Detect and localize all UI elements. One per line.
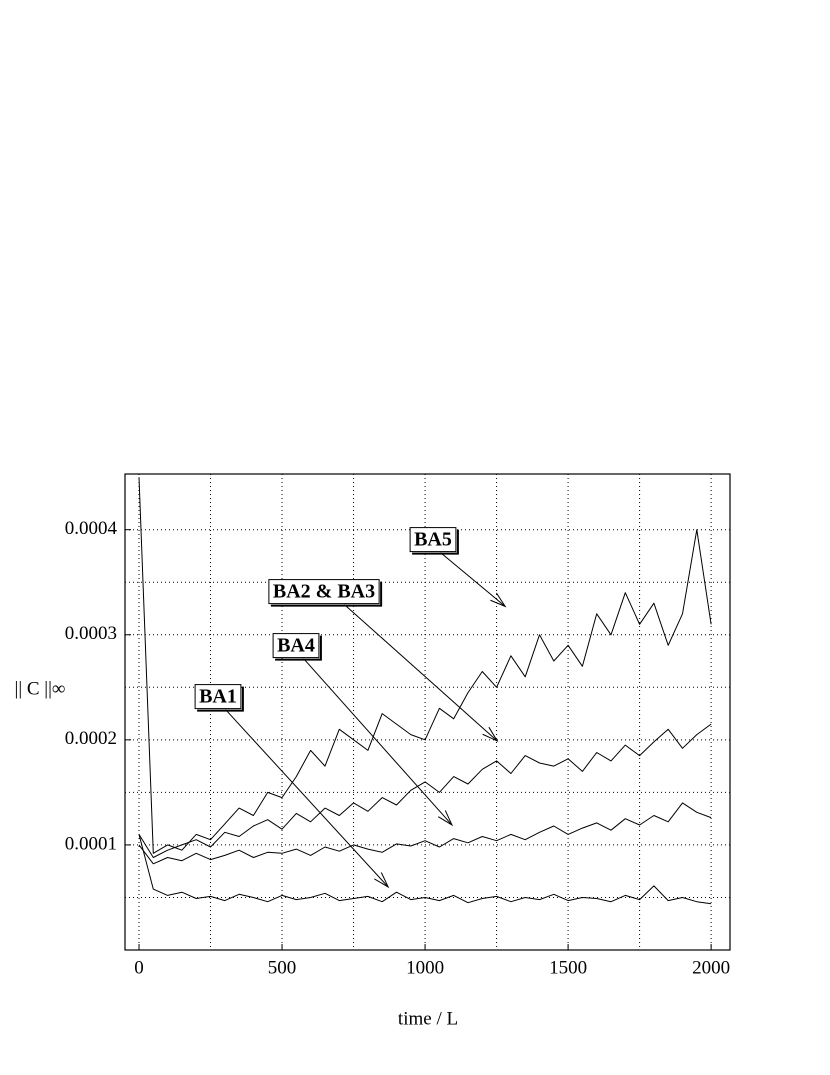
label-box <box>194 684 242 710</box>
label-box <box>272 633 320 659</box>
arrow-line <box>225 709 389 888</box>
series-line <box>138 834 712 905</box>
arrow-head <box>490 592 507 608</box>
x-tick-label: 2000 <box>692 957 730 978</box>
arrow-line <box>344 604 498 742</box>
label-box <box>268 579 380 605</box>
label-shadow <box>275 635 322 661</box>
plot-frame <box>124 473 731 951</box>
x-axis-label: time / L <box>398 1008 458 1029</box>
series-label: BA5 <box>414 529 452 551</box>
x-tick-label: 1500 <box>549 957 587 978</box>
series-label: BA2 & BA3 <box>273 581 375 603</box>
arrow-line <box>303 658 453 826</box>
arrow-line <box>440 552 506 607</box>
series-line <box>138 723 712 858</box>
series-label: BA4 <box>277 635 315 657</box>
y-axis-label: || C ||∞ <box>15 678 66 699</box>
label-shadow <box>412 529 459 555</box>
series-label: BA1 <box>199 686 237 708</box>
label-shadow <box>197 686 244 712</box>
plot-area <box>138 477 712 905</box>
y-tick-label: 0.0002 <box>65 728 117 749</box>
y-tick-label: 0.0004 <box>65 518 118 539</box>
label-box <box>409 527 457 553</box>
x-tick-label: 1000 <box>406 957 444 978</box>
arrow-head <box>482 726 499 743</box>
label-shadow <box>270 581 383 607</box>
x-tick-label: 0 <box>134 957 144 978</box>
arrow-head <box>437 810 454 827</box>
y-tick-label: 0.0001 <box>65 833 117 854</box>
arrow-head <box>374 872 390 889</box>
series-line <box>138 477 712 854</box>
series-line <box>138 802 712 865</box>
x-tick-label: 500 <box>268 957 297 978</box>
y-tick-label: 0.0003 <box>65 623 117 644</box>
